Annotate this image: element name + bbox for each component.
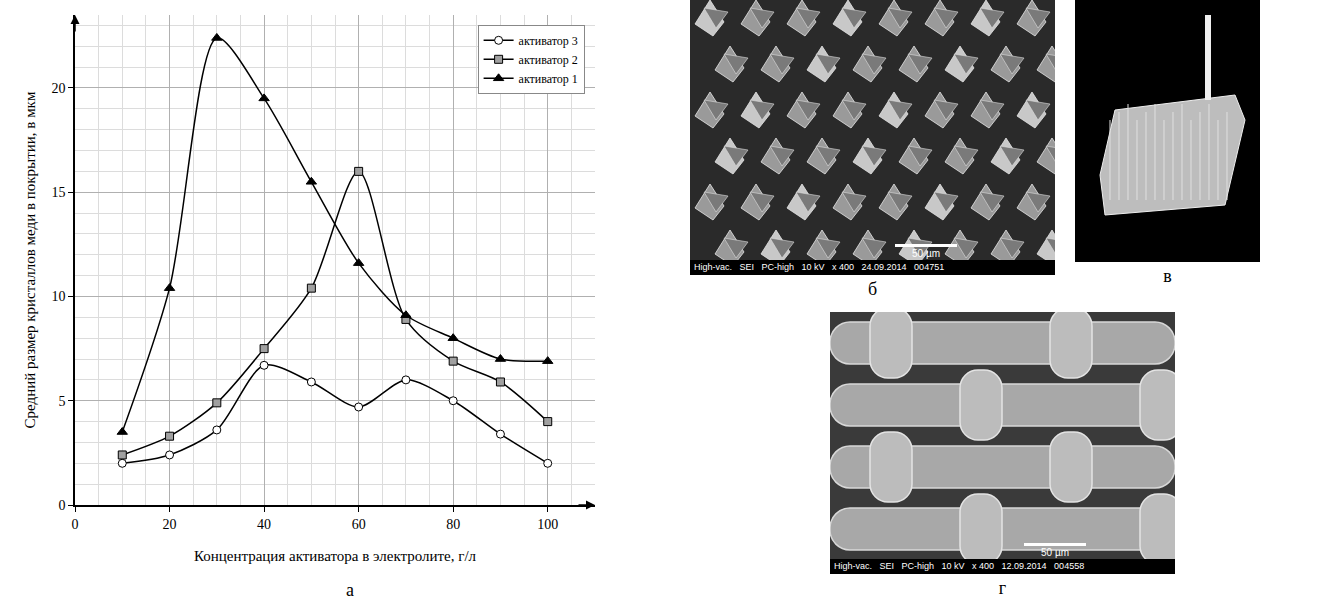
html-text:50 µm: 50 µm (1041, 547, 1069, 558)
svg-text:10: 10 (51, 289, 65, 304)
svg-text:Концентрация активатора в элек: Концентрация активатора в электролите, г… (194, 548, 477, 564)
svg-text:80: 80 (446, 517, 460, 532)
html-text:в: в (1163, 266, 1172, 286)
svg-text:40: 40 (257, 517, 271, 532)
svg-text:20: 20 (51, 81, 65, 96)
html-text:а: а (346, 580, 354, 600)
svg-text:0: 0 (58, 498, 65, 513)
svg-text:60: 60 (352, 517, 366, 532)
svg-text:Средний размер кристаллов меди: Средний размер кристаллов меди в покрыти… (22, 91, 38, 428)
svg-text:5: 5 (58, 394, 65, 409)
svg-text:15: 15 (51, 185, 65, 200)
html-text:High-vac. SEI PC-high 10 kV x: High-vac. SEI PC-high 10 kV x 400 12.09.… (834, 561, 1085, 571)
html-text:г: г (998, 578, 1007, 598)
html-text:б: б (867, 279, 878, 299)
svg-text:активатор 1: активатор 1 (519, 72, 578, 86)
html-text:50 µm: 50 µm (912, 248, 940, 259)
svg-text:активатор 2: активатор 2 (519, 53, 578, 67)
svg-text:0: 0 (72, 517, 79, 532)
html-text:High-vac. SEI PC-high 10 kV x: High-vac. SEI PC-high 10 kV x 400 24.09.… (694, 262, 945, 272)
svg-text:активатор 3: активатор 3 (519, 34, 578, 48)
svg-text:100: 100 (537, 517, 558, 532)
svg-text:20: 20 (163, 517, 177, 532)
